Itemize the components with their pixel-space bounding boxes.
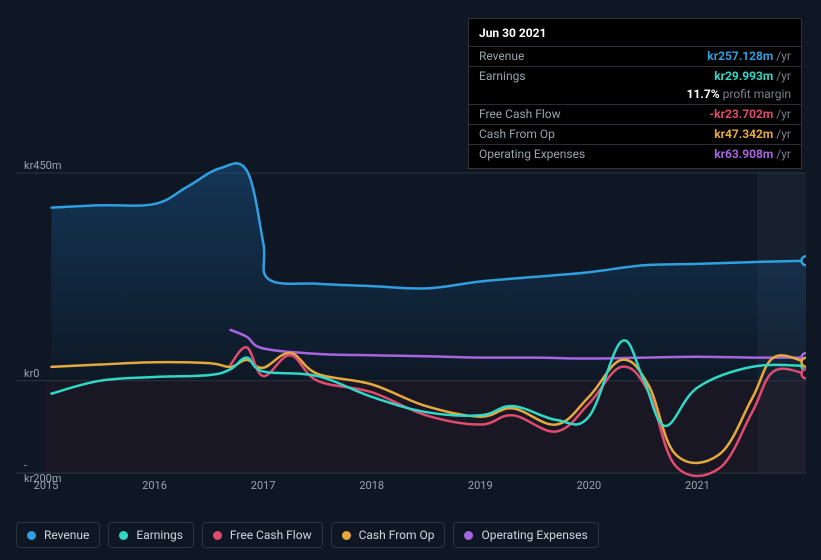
tooltip-row: Free Cash Flow-kr23.702m/yr xyxy=(469,104,801,124)
x-axis-label: 2015 xyxy=(34,479,59,492)
tooltip-key: Revenue xyxy=(479,48,707,65)
tooltip-date: Jun 30 2021 xyxy=(469,23,801,46)
legend-item-opex[interactable]: Operating Expenses xyxy=(453,522,598,548)
tooltip-row: 11.7%profit margin xyxy=(469,85,801,104)
tooltip-unit: /yr xyxy=(776,48,791,65)
x-axis-label: 2019 xyxy=(468,479,493,492)
tooltip-row: Revenuekr257.128m/yr xyxy=(469,46,801,66)
tooltip-value: 11.7% xyxy=(687,86,720,103)
financials-chart[interactable]: kr450mkr0-kr200m201520162017201820192020… xyxy=(16,155,806,495)
tooltip-row: Cash From Opkr47.342m/yr xyxy=(469,124,801,144)
tooltip-key: Cash From Op xyxy=(479,126,714,143)
x-axis-label: 2016 xyxy=(142,479,167,492)
tooltip-value: kr257.128m xyxy=(707,48,773,65)
chart-legend: Revenue Earnings Free Cash Flow Cash From O… xyxy=(16,522,599,548)
y-axis-label: kr450m xyxy=(24,159,64,172)
tooltip-value: kr29.993m xyxy=(714,68,773,85)
legend-label: Operating Expenses xyxy=(481,528,587,542)
legend-label: Cash From Op xyxy=(359,528,435,542)
x-axis-label: 2021 xyxy=(685,479,710,492)
tooltip-unit: /yr xyxy=(776,106,791,123)
legend-dot xyxy=(342,531,351,540)
legend-item-earnings[interactable]: Earnings xyxy=(108,522,194,548)
tooltip-value: kr47.342m xyxy=(714,126,773,143)
legend-dot xyxy=(27,531,36,540)
y-axis-label: kr0 xyxy=(24,367,64,380)
legend-item-cashop[interactable]: Cash From Op xyxy=(331,522,446,548)
legend-dot xyxy=(119,531,128,540)
tooltip-unit: /yr xyxy=(776,68,791,85)
legend-dot xyxy=(213,531,222,540)
legend-label: Revenue xyxy=(44,528,89,542)
legend-label: Free Cash Flow xyxy=(230,528,312,542)
legend-label: Earnings xyxy=(136,528,183,542)
tooltip-unit: profit margin xyxy=(723,86,791,103)
x-axis-label: 2017 xyxy=(251,479,276,492)
hover-tooltip: Jun 30 2021 Revenuekr257.128m/yrEarnings… xyxy=(468,18,802,169)
tooltip-unit: /yr xyxy=(776,126,791,143)
legend-item-fcf[interactable]: Free Cash Flow xyxy=(202,522,323,548)
legend-item-revenue[interactable]: Revenue xyxy=(16,522,100,548)
chart-svg xyxy=(16,155,806,495)
tooltip-value: -kr23.702m xyxy=(709,106,773,123)
x-axis-label: 2020 xyxy=(576,479,601,492)
tooltip-key: Earnings xyxy=(479,68,714,85)
x-axis-label: 2018 xyxy=(359,479,384,492)
legend-dot xyxy=(464,531,473,540)
tooltip-row: Earningskr29.993m/yr xyxy=(469,66,801,86)
tooltip-key xyxy=(479,86,687,103)
tooltip-key: Free Cash Flow xyxy=(479,106,709,123)
